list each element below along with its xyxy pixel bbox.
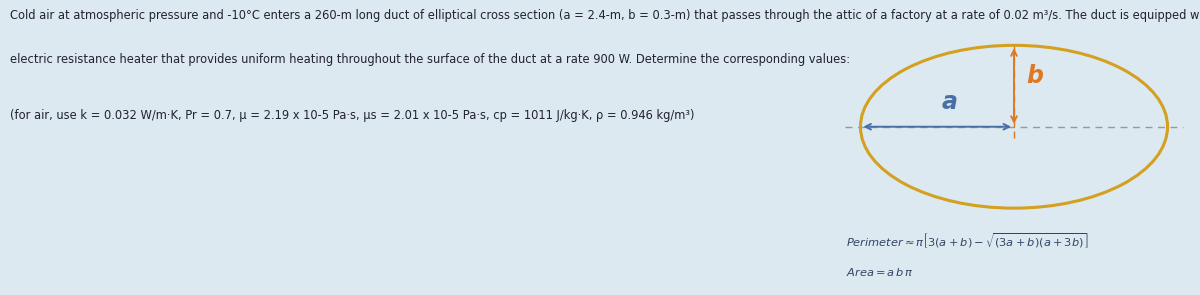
Text: $\mathit{Area} = a\, b\, \pi$: $\mathit{Area} = a\, b\, \pi$ [846,266,914,278]
Text: electric resistance heater that provides uniform heating throughout the surface : electric resistance heater that provides… [10,53,850,66]
Text: Cold air at atmospheric pressure and -10°C enters a 260-m long duct of elliptica: Cold air at atmospheric pressure and -10… [10,9,1200,22]
Text: a: a [942,90,958,114]
Text: b: b [1026,64,1043,88]
Text: (for air, use k = 0.032 W/m·K, Pr = 0.7, μ = 2.19 x 10-5 Pa·s, μs = 2.01 x 10-5 : (for air, use k = 0.032 W/m·K, Pr = 0.7,… [10,109,694,122]
Text: $\mathit{Perimeter} \approx \pi \left[3(a+b) - \sqrt{(3a+b)(a+3b)}\right]$: $\mathit{Perimeter} \approx \pi \left[3(… [846,232,1088,250]
